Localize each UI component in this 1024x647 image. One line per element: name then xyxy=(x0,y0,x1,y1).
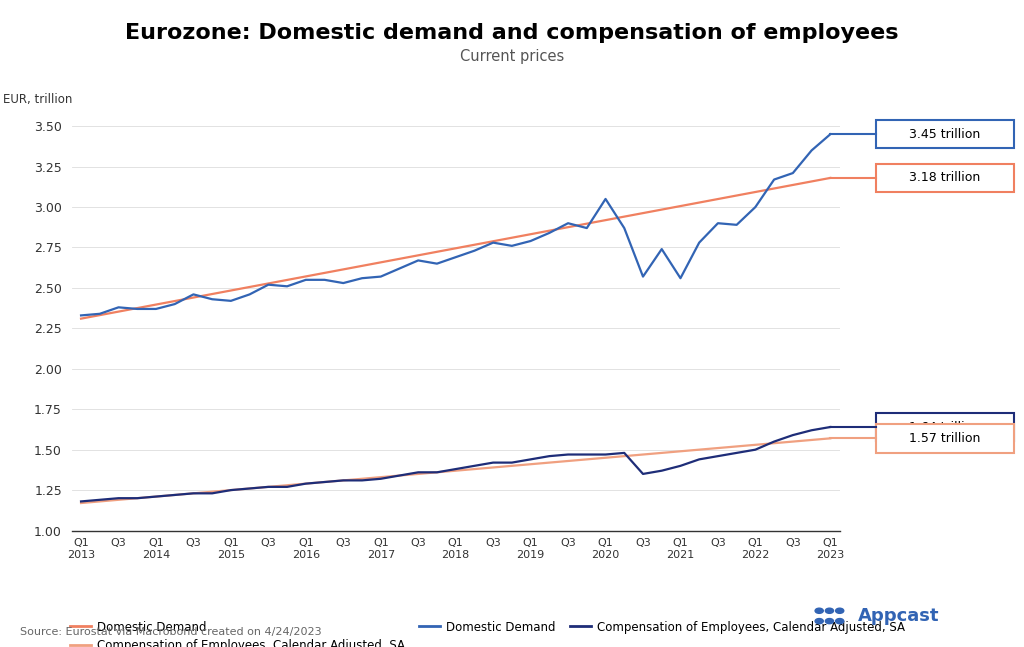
Text: EUR, trillion: EUR, trillion xyxy=(3,93,72,105)
Legend: Domestic Demand, Compensation of Employees, Calendar Adjusted, SA, Domestic Dema: Domestic Demand, Compensation of Employe… xyxy=(70,620,905,647)
Text: Eurozone: Domestic demand and compensation of employees: Eurozone: Domestic demand and compensati… xyxy=(125,23,899,43)
Text: 3.45 trillion: 3.45 trillion xyxy=(909,127,980,141)
Text: Source: Eurostat via Macrobond created on 4/24/2023: Source: Eurostat via Macrobond created o… xyxy=(20,628,323,637)
Text: 1.64 trillion: 1.64 trillion xyxy=(909,421,980,433)
Text: 3.18 trillion: 3.18 trillion xyxy=(909,171,980,184)
Text: Appcast: Appcast xyxy=(858,607,940,625)
Text: Current prices: Current prices xyxy=(460,49,564,63)
FancyBboxPatch shape xyxy=(876,164,1014,192)
FancyBboxPatch shape xyxy=(876,424,1014,453)
Text: 1.57 trillion: 1.57 trillion xyxy=(909,432,980,445)
FancyBboxPatch shape xyxy=(876,413,1014,441)
FancyBboxPatch shape xyxy=(876,120,1014,149)
